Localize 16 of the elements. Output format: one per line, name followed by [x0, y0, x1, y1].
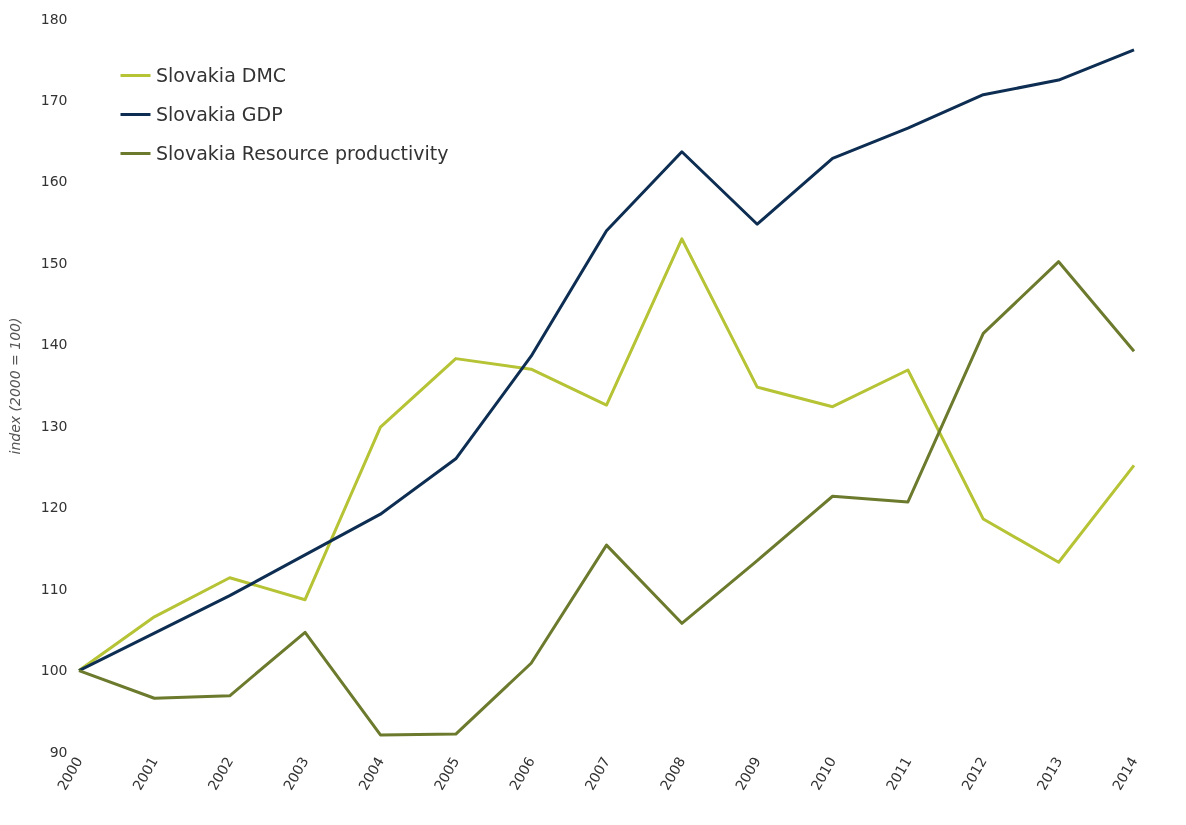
y-tick-label: 100: [40, 662, 68, 679]
legend-label: Slovakia DMC: [156, 63, 287, 86]
legend-label: Slovakia Resource productivity: [156, 141, 449, 164]
y-tick-label: 90: [49, 743, 68, 760]
y-tick-label: 130: [40, 417, 68, 434]
y-tick-label: 180: [40, 10, 68, 27]
line-series: [77, 260, 1136, 737]
y-tick-label: 120: [40, 499, 68, 516]
y-tick-label: 140: [40, 336, 68, 353]
line-series: [77, 48, 1136, 673]
y-tick-label: 170: [40, 91, 68, 108]
y-tick-label: 160: [40, 173, 68, 190]
y-tick-label: 150: [40, 254, 68, 271]
y-tick-label: 110: [40, 580, 68, 597]
y-axis-title: index (2000 = 100): [6, 317, 23, 455]
legend-label: Slovakia GDP: [156, 102, 283, 125]
